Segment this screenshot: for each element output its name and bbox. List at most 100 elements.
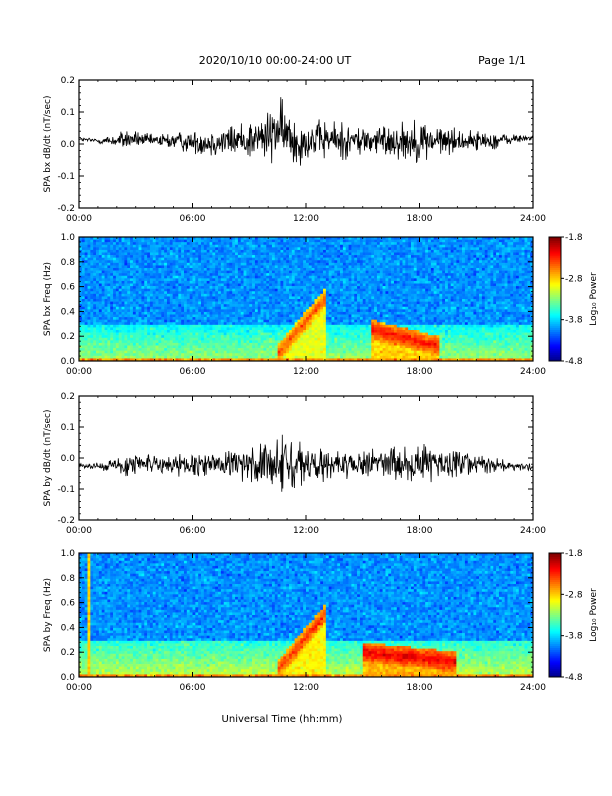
spectrogram-cell [147, 353, 150, 356]
spectrogram-cell [173, 245, 176, 248]
spectrogram-cell [309, 250, 312, 253]
spectrogram-cell [363, 348, 366, 351]
spectrogram-cell [312, 265, 315, 268]
spectrogram-cell [263, 242, 266, 245]
spectrogram-cell [190, 271, 193, 274]
spectrogram-cell [141, 268, 144, 271]
spectrogram-cell [329, 247, 332, 250]
spectrogram-cell [337, 320, 340, 323]
spectrogram-cell [323, 330, 326, 333]
spectrogram-cell [218, 253, 221, 256]
spectrogram-cell [315, 245, 318, 248]
spectrogram-cell [193, 320, 196, 323]
spectrogram-cell [303, 284, 306, 287]
spectrogram-cell [156, 353, 159, 356]
spectrogram-cell [161, 320, 164, 323]
spectrogram-cell [292, 260, 295, 263]
spectrogram-cell [300, 312, 303, 315]
spectrogram-cell [201, 242, 204, 245]
spectrogram-cell [354, 356, 357, 359]
spectrogram-cell [241, 338, 244, 341]
spectrogram-cell [195, 294, 198, 297]
spectrogram-cell [351, 245, 354, 248]
spectrogram-cell [258, 263, 261, 266]
spectrogram-cell [241, 343, 244, 346]
spectrogram-cell [238, 317, 241, 320]
spectrogram-cell [261, 253, 264, 256]
spectrogram-cell [113, 294, 116, 297]
spectrogram-cell [190, 304, 193, 307]
spectrogram-cell [351, 268, 354, 271]
spectrogram-cell [88, 348, 91, 351]
spectrogram-cell [317, 299, 320, 302]
spectrogram-cell [246, 333, 249, 336]
spectrogram-cell [181, 330, 184, 333]
spectrogram-cell [258, 268, 261, 271]
spectrogram-cell [212, 289, 215, 292]
spectrogram-cell [332, 263, 335, 266]
spectrogram-cell [343, 299, 346, 302]
spectrogram-cell [195, 325, 198, 328]
spectrogram-cell [178, 278, 181, 281]
spectrogram-cell [110, 258, 113, 261]
spectrogram-cell [351, 317, 354, 320]
spectrogram-cell [354, 340, 357, 343]
spectrogram-cell [178, 284, 181, 287]
spectrogram-cell [315, 351, 318, 354]
spectrogram-cell [278, 302, 281, 305]
spectrogram-cell [227, 307, 230, 310]
spectrogram-cell [323, 263, 326, 266]
spectrogram-cell [346, 250, 349, 253]
spectrogram-cell [139, 276, 142, 279]
spectrogram-cell [156, 327, 159, 330]
spectrogram-cell [258, 240, 261, 243]
spectrogram-cell [238, 302, 241, 305]
spectrogram-cell [363, 343, 366, 346]
spectrogram-cell [116, 343, 119, 346]
spectrogram-cell [263, 315, 266, 318]
spectrogram-cell [244, 247, 247, 250]
spectrogram-cell [349, 302, 352, 305]
spectrogram-cell [283, 278, 286, 281]
spectrogram-cell [141, 315, 144, 318]
spectrogram-cell [252, 302, 255, 305]
spectrogram-cell [195, 296, 198, 299]
spectrogram-cell [113, 312, 116, 315]
spectrogram-cell [275, 356, 278, 359]
spectrogram-cell [93, 240, 96, 243]
spectrogram-cell [295, 271, 298, 274]
spectrogram-cell [105, 317, 108, 320]
spectrogram-cell [246, 247, 249, 250]
spectrogram-cell [215, 278, 218, 281]
spectrogram-cell [286, 330, 289, 333]
spectrogram-cell [286, 315, 289, 318]
spectrogram-cell [317, 245, 320, 248]
spectrogram-cell [332, 330, 335, 333]
spectrogram-cell [133, 247, 136, 250]
spectrogram-cell [306, 245, 309, 248]
spectrogram-cell [119, 284, 122, 287]
spectrogram-cell [175, 302, 178, 305]
spectrogram-cell [320, 304, 323, 307]
spectrogram-cell [130, 299, 133, 302]
spectrogram-cell [147, 284, 150, 287]
spectrogram-cell [343, 247, 346, 250]
spectrogram-cell [110, 265, 113, 268]
spectrogram-cell [224, 278, 227, 281]
spectrogram-cell [130, 317, 133, 320]
spectrogram-cell [249, 258, 252, 261]
spectrogram-cell [246, 315, 249, 318]
spectrogram-cell [150, 278, 153, 281]
spectrogram-cell [315, 281, 318, 284]
spectrogram-cell [107, 291, 110, 294]
spectrogram-cell [278, 356, 281, 359]
spectrogram-cell [258, 255, 261, 258]
spectrogram-cell [252, 253, 255, 256]
spectrogram-cell [329, 289, 332, 292]
spectrogram-cell [295, 343, 298, 346]
spectrogram-cell [119, 325, 122, 328]
spectrogram-cell [167, 320, 170, 323]
spectrogram-cell [351, 284, 354, 287]
spectrogram-cell [210, 291, 213, 294]
